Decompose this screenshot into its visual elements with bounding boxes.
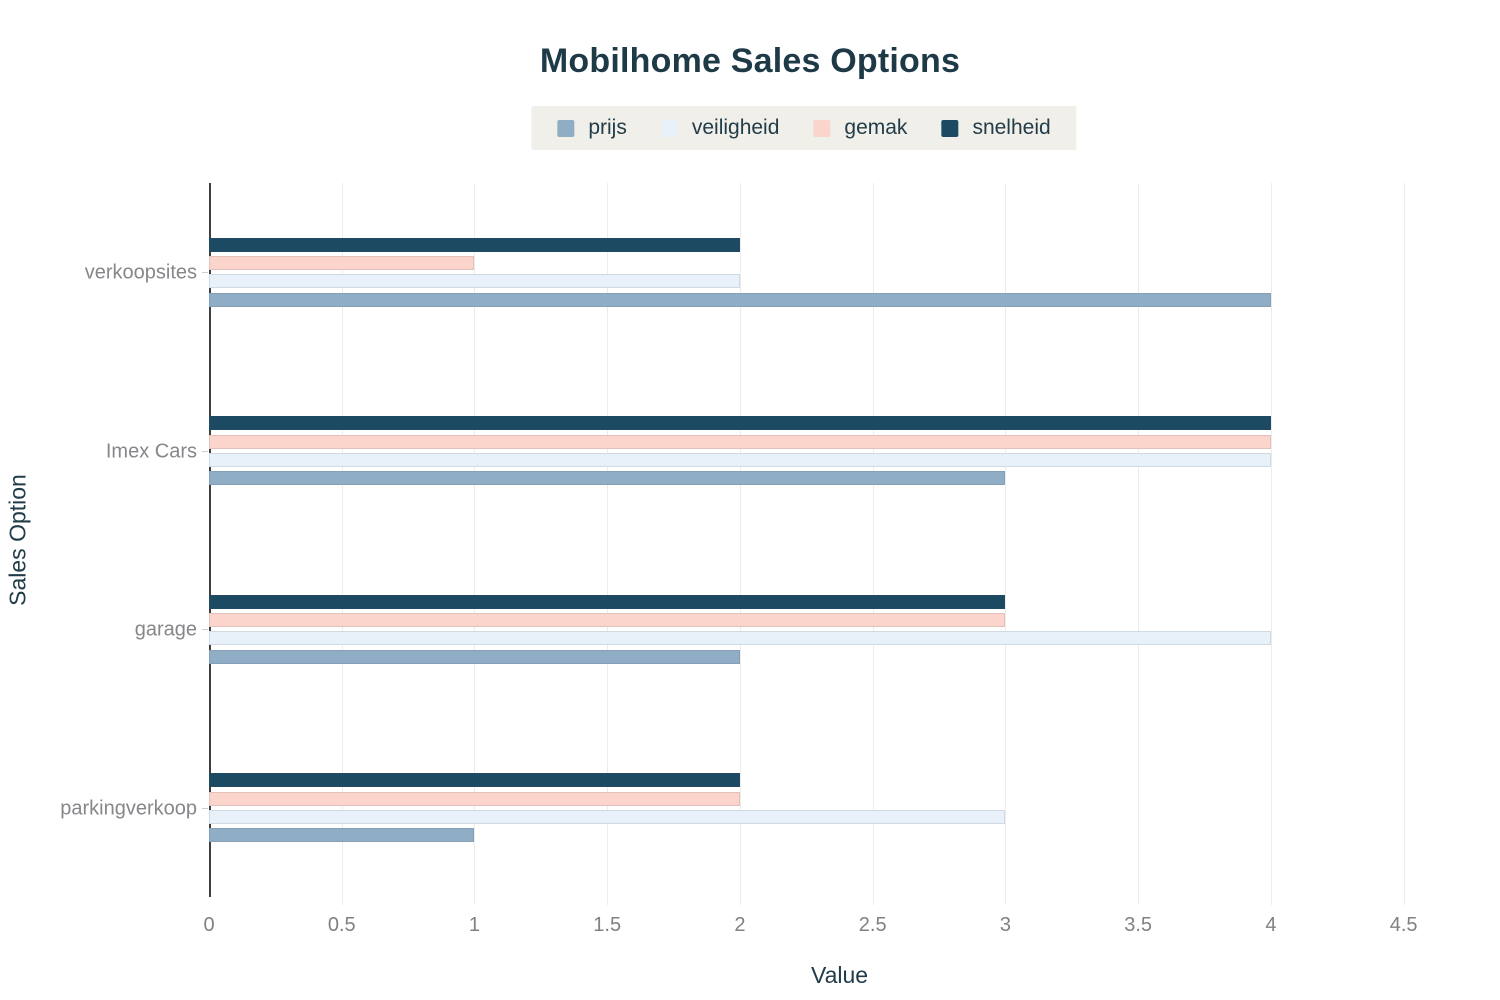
x-tick-label: 1.5 [593, 914, 622, 936]
bar-veiligheid[interactable] [209, 452, 1271, 467]
x-tick-label: 2 [734, 914, 746, 936]
y-category-label: verkoopsites [84, 261, 197, 284]
bar-prijs[interactable] [209, 828, 475, 843]
legend-item-gemak[interactable]: gemak [813, 116, 907, 140]
chart-title: Mobilhome Sales Options [539, 42, 961, 80]
legend-label: gemak [844, 116, 908, 139]
legend-item-snelheid[interactable]: snelheid [941, 116, 1051, 140]
x-tick-label: 2.5 [858, 914, 887, 936]
bar-veiligheid[interactable] [209, 274, 740, 289]
bar-gemak[interactable] [209, 613, 1006, 628]
x-tick-label: 4.5 [1389, 914, 1418, 936]
gridline [739, 183, 741, 905]
bar-snelheid[interactable] [209, 237, 740, 252]
bar-prijs[interactable] [209, 649, 740, 664]
legend-swatch-snelheid [941, 119, 959, 137]
bar-gemak[interactable] [209, 256, 475, 271]
legend-label: veiligheid [691, 116, 780, 139]
legend-item-prijs[interactable]: prijs [557, 116, 627, 140]
y-category-tick [202, 629, 208, 631]
legend-item-veiligheid[interactable]: veiligheid [660, 116, 780, 140]
legend-label: prijs [588, 116, 627, 139]
x-tick-label: 4 [1265, 914, 1277, 936]
x-tick-label: 0.5 [327, 914, 356, 936]
gridline [474, 183, 476, 905]
legend-swatch-prijs [557, 119, 575, 137]
x-axis-zero-line [209, 183, 211, 897]
y-category-tick [202, 450, 208, 452]
bar-snelheid[interactable] [209, 773, 740, 788]
gridline [1270, 183, 1272, 905]
y-axis-title: Sales Option [4, 474, 31, 606]
bar-gemak[interactable] [209, 434, 1271, 449]
gridline [872, 183, 874, 905]
legend: prijs veiligheid gemak snelheid [531, 106, 1077, 150]
gridline [607, 183, 609, 905]
bar-snelheid[interactable] [209, 594, 1006, 609]
bar-prijs[interactable] [209, 471, 1006, 486]
gridline [1005, 183, 1007, 905]
bar-prijs[interactable] [209, 292, 1271, 307]
x-tick-label: 3 [999, 914, 1011, 936]
y-category-label: garage [134, 618, 197, 641]
bar-gemak[interactable] [209, 791, 740, 806]
legend-swatch-gemak [813, 119, 831, 137]
x-tick-label: 0 [203, 914, 215, 936]
gridline [1403, 183, 1405, 905]
y-category-label: parkingverkoop [60, 797, 197, 820]
y-category-label: Imex Cars [105, 440, 197, 463]
bar-veiligheid[interactable] [209, 631, 1271, 646]
y-category-tick [202, 807, 208, 809]
bar-veiligheid[interactable] [209, 809, 1006, 824]
legend-swatch-veiligheid [660, 119, 678, 137]
bar-snelheid[interactable] [209, 416, 1271, 431]
x-tick-label: 3.5 [1124, 914, 1153, 936]
gridline [1138, 183, 1140, 905]
legend-label: snelheid [972, 116, 1051, 139]
y-category-tick [202, 272, 208, 274]
x-tick-label: 1 [468, 914, 481, 936]
gridline [341, 183, 343, 905]
x-axis-title: Value [810, 962, 869, 988]
